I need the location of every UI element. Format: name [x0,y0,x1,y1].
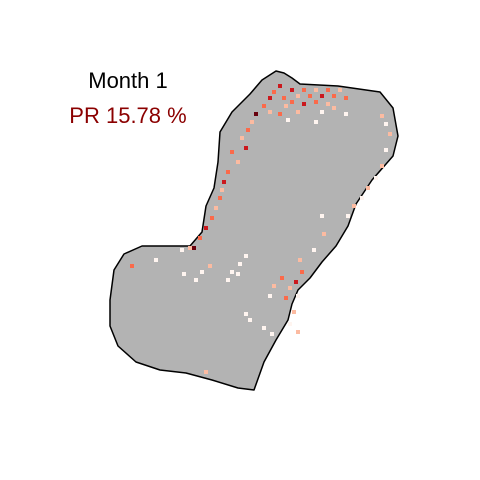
grid-cell [298,258,302,262]
grid-cell [302,102,306,106]
grid-cell [280,276,284,280]
grid-cell [296,294,300,298]
grid-cell [238,262,242,266]
grid-cell [262,104,266,108]
grid-cell [296,94,300,98]
grid-cell [374,176,378,180]
grid-cell [278,84,282,88]
grid-cell [320,94,324,98]
grid-cell [194,278,198,282]
grid-cell [314,88,318,92]
grid-cell [284,296,288,300]
grid-cell [338,88,342,92]
grid-cell [262,326,266,330]
grid-cell [288,322,292,326]
grid-cell [180,248,184,252]
grid-cell [222,180,226,184]
grid-cell [380,114,384,118]
month-label: Month 1 [88,68,168,93]
grid-cell [322,232,326,236]
grid-cell [302,88,306,92]
grid-cell [208,264,212,268]
grid-cell [240,136,244,140]
grid-cell [286,118,290,122]
grid-cell [254,112,258,116]
precipitation-cells [130,84,392,374]
grid-cell [250,120,254,124]
grid-cell [344,96,348,100]
grid-cell [226,170,230,174]
grid-cell [246,128,250,132]
grid-cell [296,110,300,114]
grid-cell [292,310,296,314]
grid-cell [218,196,222,200]
grid-cell [188,246,192,250]
grid-cell [314,100,318,104]
grid-cell [288,286,292,290]
grid-cell [198,236,202,240]
grid-cell [236,272,240,276]
grid-cell [366,186,370,190]
grid-cell [360,196,364,200]
grid-cell [154,258,158,262]
grid-cell [308,94,312,98]
grid-cell [384,148,388,152]
grid-cell [346,214,350,218]
grid-cell [210,216,214,220]
grid-cell [384,122,388,126]
grid-cell [278,112,282,116]
grid-cell [268,294,272,298]
grid-cell [192,246,196,250]
grid-cell [268,110,272,114]
grid-cell [326,88,330,92]
grid-cell [294,280,298,284]
grid-cell [388,132,392,136]
grid-cell [214,206,218,210]
grid-cell [344,112,348,116]
grid-cell [244,254,248,258]
grid-cell [290,100,294,104]
grid-cell [332,106,336,110]
grid-cell [352,204,356,208]
grid-cell [314,120,318,124]
grid-cell [282,96,286,100]
grid-cell [290,88,294,92]
grid-cell [230,270,234,274]
grid-cell [268,96,272,100]
grid-cell [272,90,276,94]
grid-cell [244,146,248,150]
grid-cell [312,248,316,252]
grid-cell [220,188,224,192]
grid-cell [248,318,252,322]
grid-cell [226,278,230,282]
grid-cell [230,150,234,154]
grid-cell [296,330,300,334]
grid-cell [332,94,336,98]
grid-cell [130,264,134,268]
grid-cell [236,160,240,164]
region-outline [109,70,399,391]
grid-cell [200,270,204,274]
pr-label: PR 15.78 % [69,103,187,128]
grid-cell [272,284,276,288]
grid-cell [320,214,324,218]
grid-cell [284,104,288,108]
grid-cell [320,110,324,114]
grid-cell [326,102,330,106]
grid-cell [270,332,274,336]
grid-cell [204,370,208,374]
grid-cell [300,270,304,274]
grid-cell [380,164,384,168]
grid-cell [204,226,208,230]
grid-cell [244,312,248,316]
grid-cell [182,272,186,276]
